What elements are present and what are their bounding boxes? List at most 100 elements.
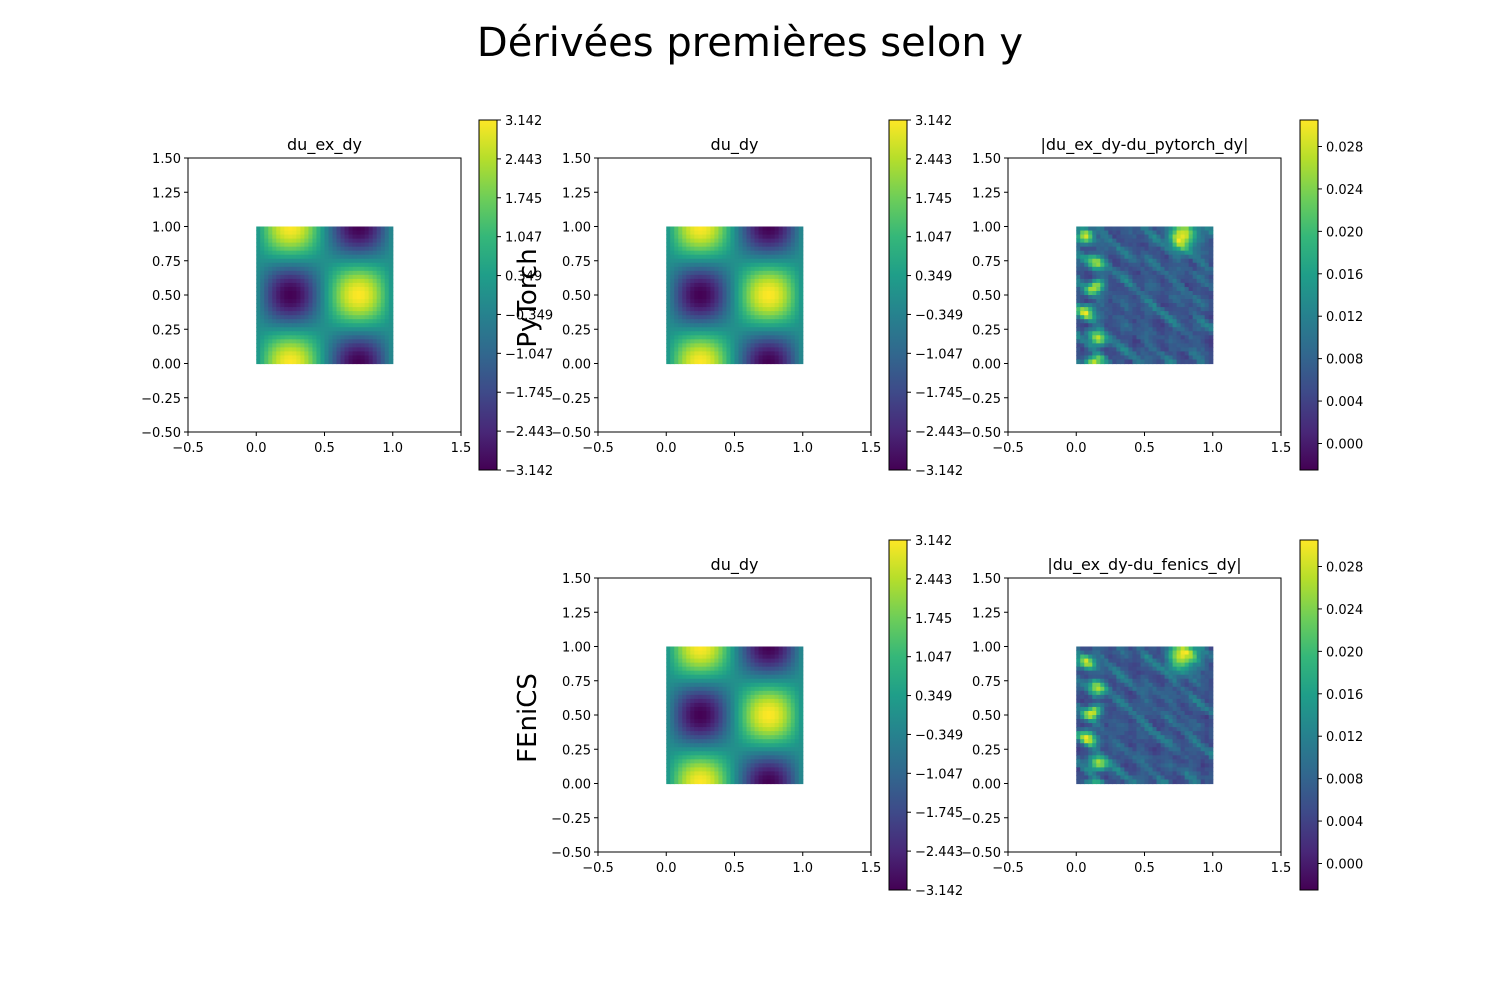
- heatmap-cell: [798, 763, 804, 768]
- heatmap-cell: [686, 335, 691, 340]
- heatmap-cell: [352, 315, 358, 320]
- heatmap-cell: [1080, 278, 1085, 284]
- heatmap-cell: [718, 759, 724, 764]
- heatmap-cell: [1152, 230, 1158, 236]
- heatmap-cell: [726, 755, 732, 760]
- heatmap-cell: [256, 295, 261, 300]
- heatmap-cell: [380, 226, 386, 232]
- heatmap-cell: [324, 254, 330, 260]
- heatmap-cell: [722, 258, 728, 264]
- heatmap-cell: [1080, 694, 1085, 700]
- heatmap-cell: [1172, 359, 1178, 365]
- heatmap-cell: [794, 678, 800, 684]
- heatmap-cell: [730, 706, 736, 712]
- heatmap-cell: [1116, 282, 1122, 288]
- heatmap-cell: [730, 286, 736, 292]
- heatmap-cell: [738, 295, 744, 300]
- heatmap-cell: [352, 331, 358, 336]
- heatmap-cell: [786, 747, 792, 752]
- heatmap-cell: [1112, 339, 1117, 344]
- heatmap-cell: [340, 242, 346, 248]
- heatmap-cell: [1168, 331, 1174, 336]
- heatmap-cell: [742, 658, 748, 664]
- heatmap-cell: [1136, 262, 1142, 268]
- heatmap-cell: [1076, 731, 1081, 736]
- heatmap-cell: [380, 327, 386, 332]
- heatmap-cell: [782, 755, 788, 760]
- heatmap-cell: [782, 731, 788, 736]
- heatmap-cell: [770, 743, 776, 748]
- heatmap-cell: [276, 339, 281, 344]
- heatmap-cell: [1100, 242, 1105, 248]
- heatmap-cell: [1196, 282, 1202, 288]
- heatmap-cell: [1112, 335, 1117, 340]
- heatmap-cell: [332, 299, 338, 304]
- heatmap-cell: [276, 246, 281, 252]
- heatmap-cell: [690, 682, 695, 688]
- heatmap-cell: [674, 767, 679, 773]
- heatmap-cell: [1188, 355, 1194, 361]
- heatmap-cell: [730, 323, 736, 328]
- heatmap-cell: [666, 739, 671, 744]
- heatmap-cell: [1116, 315, 1122, 320]
- heatmap-cell: [256, 311, 261, 316]
- heatmap-cell: [1076, 299, 1081, 304]
- heatmap-cell: [1088, 319, 1093, 324]
- heatmap-cell: [698, 355, 703, 361]
- heatmap-cell: [1136, 311, 1142, 316]
- heatmap-cell: [320, 250, 326, 256]
- heatmap-cell: [1128, 339, 1134, 344]
- heatmap-cell: [770, 759, 776, 764]
- heatmap-cell: [1144, 226, 1150, 232]
- heatmap-cell: [746, 747, 752, 752]
- heatmap-cell: [746, 286, 752, 292]
- heatmap-cell: [292, 274, 297, 280]
- heatmap-cell: [726, 710, 732, 716]
- heatmap-cell: [1112, 331, 1117, 336]
- heatmap-cell: [260, 242, 265, 248]
- heatmap-cell: [1104, 278, 1109, 284]
- heatmap-cell: [1116, 262, 1122, 268]
- heatmap-cell: [666, 771, 671, 777]
- heatmap-cell: [1204, 250, 1210, 256]
- heatmap-cell: [332, 286, 338, 292]
- heatmap-cell: [1084, 234, 1089, 240]
- heatmap-cell: [1080, 646, 1085, 652]
- heatmap-cell: [1100, 295, 1105, 300]
- heatmap-cell: [1140, 303, 1146, 308]
- heatmap-cell: [1152, 278, 1158, 284]
- heatmap-cell: [734, 747, 740, 752]
- heatmap-cell: [666, 723, 671, 728]
- colorbar-tick-label: 2.443: [505, 153, 542, 168]
- heatmap-cell: [738, 771, 744, 777]
- heatmap-cell: [1168, 230, 1174, 236]
- heatmap-cell: [1084, 654, 1089, 660]
- heatmap: [666, 646, 804, 785]
- heatmap-cell: [328, 295, 334, 300]
- heatmap-cell: [348, 319, 354, 324]
- heatmap-cell: [1188, 238, 1194, 244]
- heatmap-cell: [702, 262, 707, 268]
- heatmap-cell: [742, 682, 748, 688]
- heatmap-cell: [750, 735, 756, 740]
- heatmap-cell: [260, 319, 265, 324]
- heatmap-cell: [1140, 299, 1146, 304]
- heatmap-cell: [1148, 327, 1154, 332]
- heatmap-cell: [344, 282, 350, 288]
- heatmap-cell: [1168, 335, 1174, 340]
- heatmap-cell: [694, 759, 699, 764]
- heatmap-cell: [742, 315, 748, 320]
- heatmap-cell: [730, 678, 736, 684]
- heatmap-cell: [738, 674, 744, 680]
- heatmap-cell: [380, 295, 386, 300]
- heatmap-cell: [308, 262, 314, 268]
- heatmap-cell: [1176, 315, 1182, 320]
- heatmap-cell: [284, 266, 289, 272]
- heatmap-cell: [782, 286, 788, 292]
- heatmap-cell: [1176, 355, 1182, 361]
- heatmap-cell: [384, 327, 390, 332]
- heatmap-cell: [372, 355, 378, 361]
- heatmap-cell: [336, 339, 342, 344]
- heatmap-cell: [1152, 311, 1158, 316]
- heatmap-cell: [360, 351, 366, 357]
